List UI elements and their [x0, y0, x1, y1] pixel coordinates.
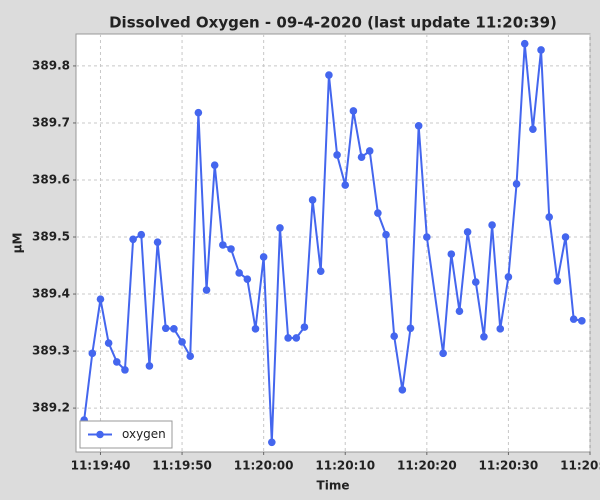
data-point [398, 386, 407, 394]
data-point [463, 228, 472, 236]
data-point [365, 147, 374, 155]
data-point [129, 235, 137, 244]
data-point [349, 107, 358, 115]
data-point [96, 295, 105, 303]
data-point [284, 334, 292, 342]
x-tick-label: 11:19:50 [152, 459, 212, 473]
data-point [186, 352, 195, 360]
y-tick-label: 389.8 [32, 58, 70, 72]
data-point [537, 46, 545, 54]
y-tick-label: 389.6 [32, 172, 70, 186]
data-point [202, 286, 211, 294]
data-point [276, 224, 284, 232]
data-point [423, 233, 431, 241]
y-tick-label: 389.2 [32, 401, 70, 415]
data-point [471, 278, 480, 286]
x-tick-label: 11:20:30 [479, 459, 539, 473]
data-point [194, 108, 203, 117]
data-point [512, 180, 521, 188]
y-tick-label: 389.7 [32, 115, 70, 129]
data-point [259, 253, 268, 261]
data-point [406, 324, 415, 333]
data-point [227, 245, 235, 253]
data-point [170, 325, 178, 333]
data-point [104, 339, 113, 347]
data-point [161, 324, 170, 333]
plot-area [75, 33, 591, 453]
data-point [569, 315, 578, 323]
x-tick-label: 11:19:40 [71, 459, 131, 473]
data-point [235, 269, 243, 277]
data-point [447, 250, 456, 258]
data-point [504, 273, 513, 281]
data-point [553, 277, 562, 285]
data-point [520, 39, 529, 48]
data-point [153, 238, 162, 246]
data-point [578, 317, 586, 325]
data-point [178, 338, 186, 346]
data-point [496, 325, 505, 333]
data-point [316, 267, 325, 276]
data-point [488, 221, 496, 229]
x-tick-label: 11:20:20 [397, 459, 457, 473]
data-point [455, 307, 464, 315]
data-point [333, 151, 341, 159]
data-point [308, 196, 317, 204]
data-point [325, 71, 333, 79]
data-point [439, 349, 447, 358]
y-tick-label: 389.5 [32, 230, 70, 244]
data-point [357, 153, 366, 161]
data-point [251, 325, 260, 333]
data-point [414, 122, 423, 130]
y-tick-label: 389.4 [32, 287, 70, 301]
data-point [480, 333, 488, 341]
data-point [121, 366, 129, 374]
data-point [137, 230, 146, 239]
data-point [112, 358, 121, 366]
chart-title: Dissolved Oxygen - 09-4-2020 (last updat… [109, 14, 557, 32]
y-axis-label: µM [11, 233, 25, 254]
data-point [561, 233, 570, 241]
data-point [243, 275, 252, 284]
data-point [210, 161, 219, 169]
legend-label: oxygen [122, 427, 166, 441]
data-point [145, 362, 154, 370]
data-point [390, 332, 398, 341]
data-point [219, 241, 227, 249]
data-point [382, 230, 390, 239]
data-point [374, 209, 382, 217]
data-point [88, 349, 97, 358]
x-axis-label: Time [317, 479, 350, 493]
data-point [545, 213, 554, 221]
y-tick-label: 389.3 [32, 344, 70, 358]
data-point [268, 438, 276, 447]
data-point [341, 181, 350, 189]
data-point [529, 125, 537, 134]
legend-marker [96, 430, 104, 439]
x-tick-label: 11:20:00 [234, 459, 294, 473]
x-tick-label: 11:20:40 [560, 459, 600, 473]
data-point [300, 323, 309, 331]
data-point [292, 334, 301, 342]
x-tick-label: 11:20:10 [315, 459, 375, 473]
